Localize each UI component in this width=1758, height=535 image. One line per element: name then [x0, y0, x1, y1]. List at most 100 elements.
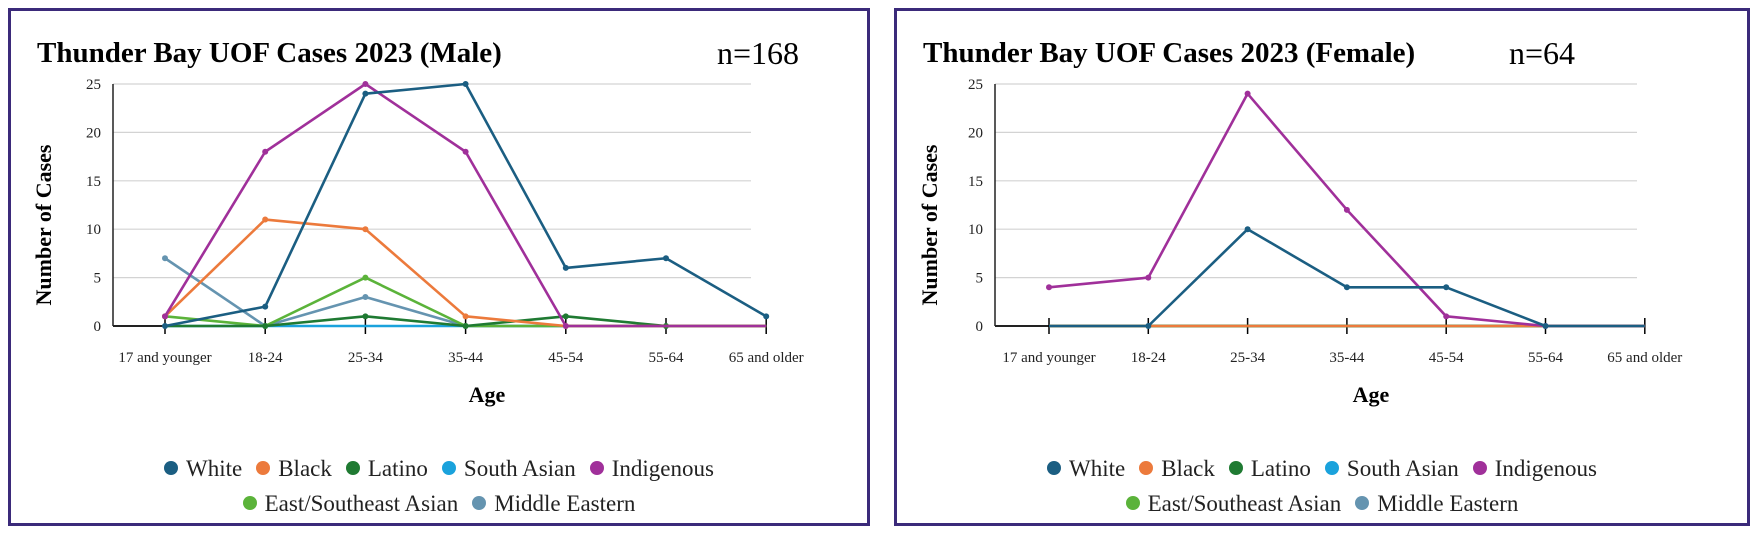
- data-point: [1145, 323, 1152, 329]
- data-point: [1046, 284, 1052, 291]
- data-point: [1343, 206, 1350, 213]
- y-tick-label: 25: [86, 77, 101, 93]
- data-point: [1443, 313, 1450, 320]
- legend-label: Middle Eastern: [494, 491, 636, 516]
- series-line-indigenous: [163, 82, 767, 328]
- x-tick-label: 18-24: [248, 350, 283, 366]
- legend-label: Middle Eastern: [1377, 491, 1519, 516]
- data-point: [562, 323, 569, 329]
- legend-item: Latino: [1228, 456, 1311, 482]
- data-point: [1145, 274, 1152, 281]
- data-point: [262, 323, 269, 329]
- data-point: [462, 148, 469, 155]
- x-tick-label: 55-64: [1528, 350, 1563, 366]
- x-tick-label: 55-64: [649, 350, 684, 366]
- male-chart-panel: Thunder Bay UOF Cases 2023 (Male) n=168 …: [8, 8, 870, 526]
- legend-color-dot-icon: [345, 461, 360, 475]
- legend-row-2: East/Southeast Asian Middle Eastern: [11, 491, 867, 517]
- legend-label: White: [1069, 456, 1126, 481]
- y-tick-label: 5: [976, 271, 984, 287]
- x-tick-label: 17 and younger: [1002, 350, 1095, 366]
- sample-size-annotation: n=64: [1509, 35, 1576, 71]
- sample-size-annotation: n=168: [717, 35, 800, 71]
- data-point: [462, 323, 469, 329]
- legend-item: Black: [1139, 456, 1215, 482]
- y-tick-label: 20: [86, 125, 101, 141]
- legend-item: White: [164, 456, 242, 482]
- y-tick-label: 0: [976, 319, 984, 335]
- series-line-black: [164, 218, 767, 328]
- legend-item: Black: [256, 456, 332, 482]
- legend-color-dot-icon: [1324, 461, 1339, 475]
- y-tick-label: 10: [968, 222, 983, 238]
- legend-label: East/Southeast Asian: [264, 491, 459, 516]
- x-tick-label: 17 and younger: [118, 350, 211, 366]
- legend-label: South Asian: [1346, 456, 1459, 481]
- y-tick-label: 25: [968, 77, 983, 93]
- legend-color-dot-icon: [242, 496, 257, 510]
- data-point: [362, 313, 369, 320]
- data-point: [362, 81, 369, 87]
- legend-item: East/Southeast Asian: [242, 491, 459, 517]
- line-chart-plot: 0 5 10 15 20 25 17 and younger 18-24 25-34 35-44 4…: [31, 77, 804, 407]
- data-point: [462, 313, 469, 320]
- legend-label: East/Southeast Asian: [1147, 491, 1342, 516]
- legend-row-1: White Black Latino South Asian Indigenous: [897, 456, 1747, 482]
- legend-label: Indigenous: [611, 456, 714, 481]
- legend-label: White: [186, 456, 243, 481]
- legend-label: Black: [278, 456, 332, 481]
- legend-item: East/Southeast Asian: [1125, 491, 1342, 517]
- x-tick-label: 45-54: [1429, 350, 1464, 366]
- data-point: [362, 293, 369, 300]
- data-point: [262, 303, 269, 310]
- y-tick-label: 15: [968, 174, 983, 190]
- legend-item: South Asian: [1324, 456, 1459, 482]
- x-tick-label: 35-44: [448, 350, 483, 366]
- x-tick-label: 65 and older: [729, 350, 804, 366]
- y-tick-label: 5: [94, 271, 102, 287]
- legend-color-dot-icon: [1139, 461, 1154, 475]
- legend-label: Latino: [1250, 456, 1311, 481]
- data-point: [162, 323, 168, 329]
- data-point: [162, 313, 168, 320]
- legend-item: Middle Eastern: [472, 491, 635, 517]
- legend-item: Indigenous: [1472, 456, 1597, 482]
- x-tick-label: 25-34: [348, 350, 383, 366]
- x-tick-label: 45-54: [548, 350, 583, 366]
- data-point: [262, 148, 269, 155]
- data-point: [462, 81, 469, 87]
- data-point: [1443, 284, 1450, 291]
- data-point: [763, 313, 770, 320]
- legend-color-dot-icon: [256, 461, 271, 475]
- data-point: [162, 255, 168, 262]
- legend-row-2: East/Southeast Asian Middle Eastern: [897, 491, 1747, 517]
- legend-item: Indigenous: [589, 456, 714, 482]
- legend-color-dot-icon: [589, 461, 604, 475]
- y-axis-title: Number of Cases: [31, 144, 56, 305]
- legend-label: South Asian: [463, 456, 576, 481]
- data-point: [663, 255, 669, 262]
- data-point: [362, 90, 369, 97]
- legend-item: Latino: [345, 456, 428, 482]
- chart-title: Thunder Bay UOF Cases 2023 (Female): [923, 37, 1416, 69]
- legend-color-dot-icon: [472, 496, 487, 510]
- data-point: [1343, 284, 1350, 291]
- x-tick-label: 65 and older: [1607, 350, 1682, 366]
- data-point: [562, 264, 569, 271]
- line-chart-plot: 0 5 10 15 20 25 17 and younger 18-24 25-34 35-44 4…: [917, 77, 1682, 407]
- legend-color-dot-icon: [1125, 496, 1140, 510]
- y-tick-label: 15: [86, 174, 101, 190]
- legend-row-1: White Black Latino South Asian Indigenous: [11, 456, 867, 482]
- data-point: [562, 313, 569, 320]
- legend-color-dot-icon: [1047, 461, 1062, 475]
- data-point: [362, 274, 369, 281]
- x-tick-label: 18-24: [1131, 350, 1166, 366]
- x-tick-label: 35-44: [1329, 350, 1364, 366]
- legend-color-dot-icon: [1355, 496, 1370, 510]
- x-axis-title: Age: [1353, 382, 1390, 407]
- y-tick-label: 0: [94, 319, 102, 335]
- legend-color-dot-icon: [1472, 461, 1487, 475]
- female-chart-panel: Thunder Bay UOF Cases 2023 (Female) n=64…: [894, 8, 1750, 526]
- x-tick-label: 25-34: [1230, 350, 1265, 366]
- legend-label: Latino: [367, 456, 428, 481]
